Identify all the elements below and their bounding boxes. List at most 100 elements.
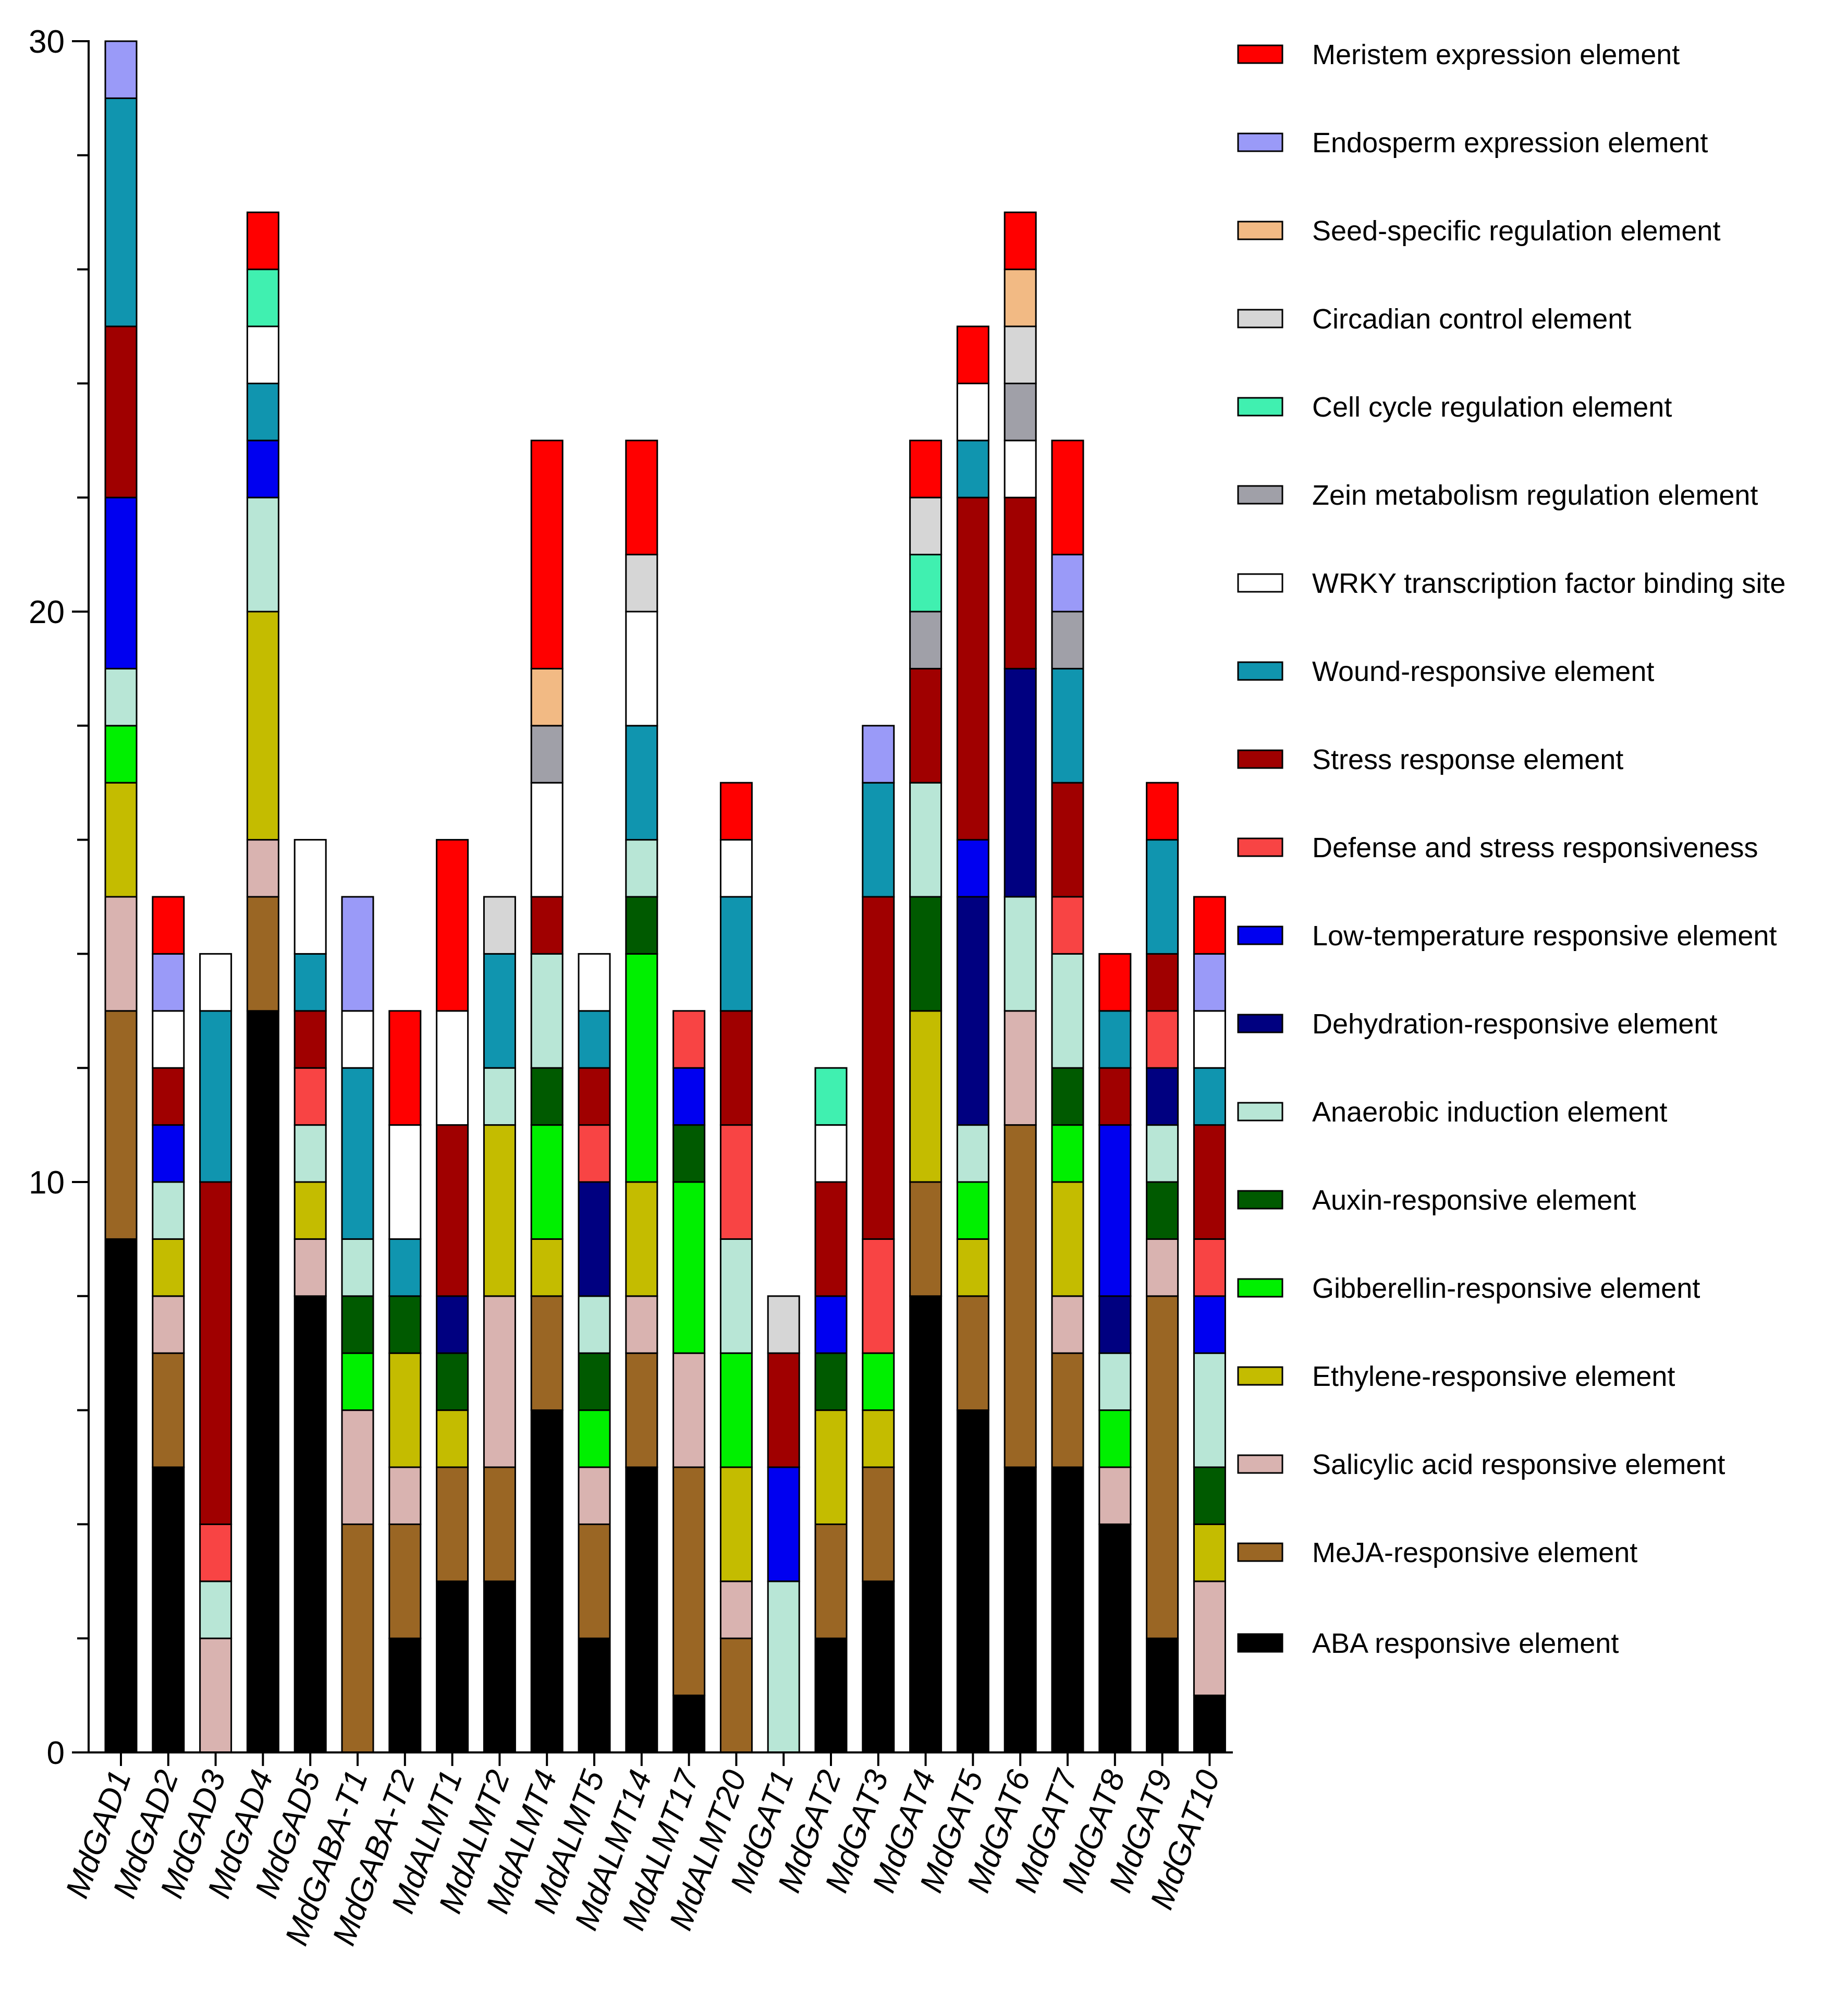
legend-label: Auxin-responsive element <box>1312 1185 1636 1216</box>
bar-segment <box>293 1295 327 1753</box>
bar-stack-MdALMT4 <box>530 440 564 1753</box>
bar-segment <box>814 1181 848 1297</box>
bar-stack-MdGAT10 <box>1193 896 1226 1753</box>
bar-segment <box>1098 1124 1132 1297</box>
bar-segment <box>483 896 516 955</box>
bar-segment <box>578 1466 611 1525</box>
bar-segment <box>1193 1352 1226 1468</box>
bar-segment <box>530 440 564 669</box>
bar-segment <box>956 382 989 442</box>
legend-label: Wound-responsive element <box>1312 656 1654 687</box>
legend-label: Anaerobic induction element <box>1312 1097 1667 1128</box>
bar-segment <box>104 1238 138 1753</box>
legend-swatch <box>1237 309 1283 328</box>
bar-segment <box>814 1067 848 1126</box>
bar-stack-MdALMT5 <box>578 953 611 1753</box>
bar-segment <box>152 1124 185 1183</box>
bar-segment <box>1003 269 1037 327</box>
bar-segment <box>578 953 611 1012</box>
bar-segment <box>625 611 658 727</box>
bar-segment <box>1193 1295 1226 1354</box>
bar-segment <box>1193 1466 1226 1525</box>
bar-segment <box>956 1181 989 1240</box>
bar-segment <box>719 1637 753 1753</box>
bar-segment <box>814 1409 848 1525</box>
bar-segment <box>862 896 895 1240</box>
legend-item: WRKY transcription factor binding site <box>1237 568 1785 599</box>
bar-segment <box>530 953 564 1069</box>
bar-segment <box>1193 1067 1226 1126</box>
bar-segment <box>436 1295 469 1354</box>
bar-segment <box>104 325 138 498</box>
bar-segment <box>436 1466 469 1582</box>
bar-stack-MdGABA-T2 <box>388 1010 422 1753</box>
bar-segment <box>1146 1295 1179 1639</box>
bar-segment <box>1146 839 1179 955</box>
bar-segment <box>719 1352 753 1468</box>
bar-stack-MdGAD2 <box>152 896 185 1753</box>
bar-segment <box>862 1466 895 1582</box>
bar-segment <box>625 1295 658 1354</box>
legend-swatch <box>1237 44 1283 64</box>
legend-item: Meristem expression element <box>1237 39 1680 70</box>
bar-segment <box>1193 1238 1226 1297</box>
legend-item: Salicylic acid responsive element <box>1237 1449 1725 1480</box>
bar-segment <box>1003 896 1037 1012</box>
bar-segment <box>672 1067 706 1126</box>
bar-segment <box>341 1238 374 1297</box>
bar-segment <box>1051 611 1084 669</box>
bar-segment <box>1146 953 1179 1012</box>
legend-item: Zein metabolism regulation element <box>1237 480 1758 511</box>
bar-segment <box>341 896 374 1012</box>
bar-stack-MdALMT1 <box>436 839 469 1753</box>
bar-segment <box>909 1181 943 1297</box>
bar-segment <box>1051 1181 1084 1297</box>
bar-segment <box>909 1295 943 1753</box>
bar-segment <box>1051 1352 1084 1468</box>
bar-segment <box>388 1238 422 1297</box>
bar-segment <box>1051 440 1084 556</box>
bar-segment <box>152 1295 185 1354</box>
bar-segment <box>1146 1181 1179 1240</box>
bar-segment <box>530 1124 564 1240</box>
bar-stack-MdGAT2 <box>814 1067 848 1753</box>
legend-swatch <box>1237 1542 1283 1562</box>
bar-segment <box>578 1637 611 1753</box>
bar-segment <box>199 1181 232 1525</box>
bar-segment <box>672 1466 706 1697</box>
bar-segment <box>1051 1295 1084 1354</box>
bar-segment <box>1098 1352 1132 1411</box>
bar-segment <box>956 496 989 841</box>
bar-segment <box>483 1067 516 1126</box>
bar-segment <box>1051 953 1084 1069</box>
bar-segment <box>1098 1466 1132 1525</box>
bar-segment <box>436 1409 469 1468</box>
legend-item: ABA responsive element <box>1237 1628 1619 1659</box>
bar-segment <box>246 1010 279 1753</box>
bar-segment <box>152 896 185 955</box>
bar-segment <box>530 667 564 727</box>
bar-stack-MdGAT4 <box>909 440 943 1753</box>
bar-segment <box>199 1010 232 1183</box>
bar-segment <box>293 1124 327 1183</box>
bar-segment <box>388 1295 422 1354</box>
bar-segment <box>767 1352 800 1468</box>
bar-segment <box>436 1352 469 1411</box>
bar-segment <box>625 1466 658 1753</box>
bar-segment <box>483 1466 516 1582</box>
legend: Meristem expression element Endosperm exp… <box>1237 39 1785 1659</box>
bar-segment <box>719 1124 753 1240</box>
bar-segment <box>341 1352 374 1411</box>
legend-item: Seed-specific regulation element <box>1237 215 1720 247</box>
bar-segment <box>1098 1067 1132 1126</box>
bar-segment <box>483 1580 516 1753</box>
bar-segment <box>625 1181 658 1297</box>
bar-segment <box>341 1523 374 1753</box>
bar-stack-MdGAD3 <box>199 953 232 1753</box>
bar-segment <box>293 839 327 955</box>
bar-segment <box>199 1637 232 1753</box>
bar-segment <box>956 440 989 498</box>
bar-segment <box>1146 1238 1179 1297</box>
legend-label: Cell cycle regulation element <box>1312 392 1672 423</box>
legend-swatch <box>1237 749 1283 769</box>
